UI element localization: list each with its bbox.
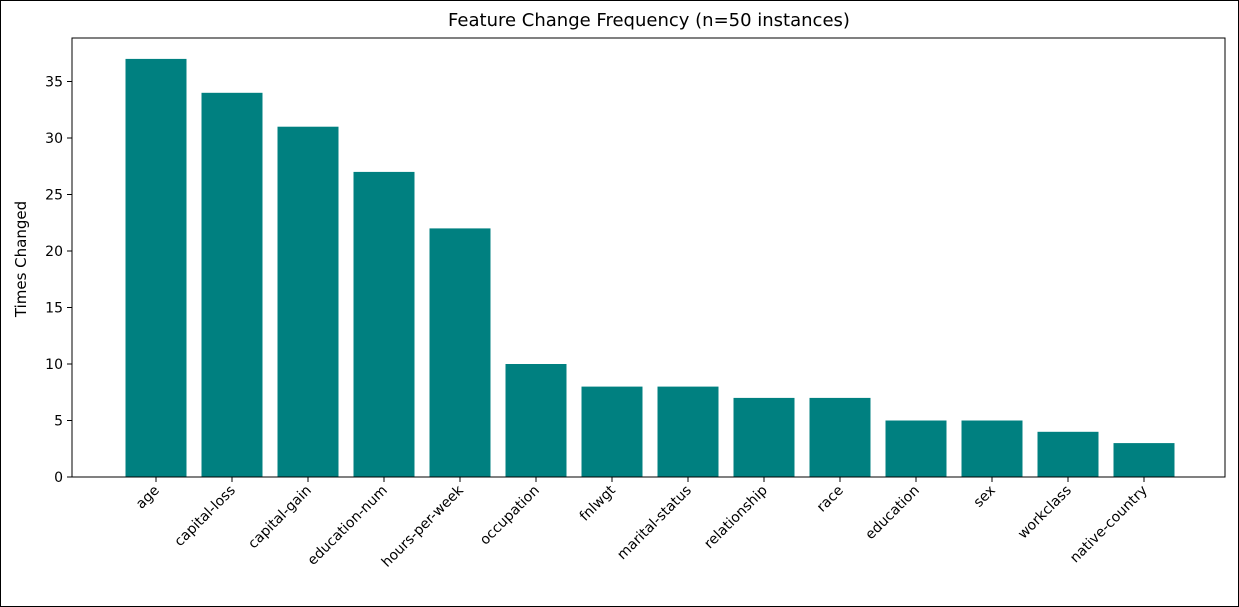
x-tick-label-sex: sex xyxy=(971,483,999,511)
y-tick-label: 5 xyxy=(54,414,63,430)
x-tick-label-education: education xyxy=(862,483,922,543)
y-tick-label: 20 xyxy=(45,244,63,260)
x-tick-label-education-num: education-num xyxy=(305,483,391,569)
bar-race xyxy=(809,397,871,477)
x-tick-label-workclass: workclass xyxy=(1015,483,1075,543)
x-tick-label-hours-per-week: hours-per-week xyxy=(379,482,468,571)
bar-age xyxy=(125,58,187,478)
y-tick-label: 15 xyxy=(45,301,63,317)
x-tick-label-capital-loss: capital-loss xyxy=(172,483,239,550)
bar-capital-loss xyxy=(201,92,263,477)
y-tick-label: 25 xyxy=(45,188,63,204)
y-tick-label: 35 xyxy=(45,75,63,91)
bar-relationship xyxy=(733,397,795,477)
bar-hours-per-week xyxy=(429,228,491,477)
y-axis-ticks: 0 5 10 15 20 25 30 35 xyxy=(45,75,72,486)
bars xyxy=(125,58,1175,478)
bar-sex xyxy=(961,420,1023,477)
x-tick-label-fnlwgt: fnlwgt xyxy=(577,482,619,524)
x-tick-label-relationship: relationship xyxy=(701,482,771,552)
bar-capital-gain xyxy=(277,126,339,478)
y-tick-label: 0 xyxy=(54,470,63,486)
bar-education-num xyxy=(353,171,415,477)
x-tick-label-race: race xyxy=(814,483,847,516)
y-tick-label: 10 xyxy=(45,357,63,373)
bar-native-country xyxy=(1113,443,1175,477)
bar-occupation xyxy=(505,364,567,477)
bar-education xyxy=(885,420,947,477)
plot-area-frame xyxy=(71,37,1226,478)
bar-marital-status xyxy=(657,386,719,477)
bar-fnlwgt xyxy=(581,386,643,477)
bar-workclass xyxy=(1037,431,1099,477)
x-tick-label-age: age xyxy=(133,483,163,513)
x-tick-label-native-country: native-country xyxy=(1067,483,1151,567)
chart-title: Feature Change Frequency (n=50 instances… xyxy=(448,10,850,31)
y-axis-label: Times Changed xyxy=(12,201,30,318)
x-tick-label-capital-gain: capital-gain xyxy=(245,483,315,553)
y-tick-label: 30 xyxy=(45,131,63,147)
x-tick-label-marital-status: marital-status xyxy=(614,483,695,564)
x-tick-label-occupation: occupation xyxy=(477,483,543,549)
x-axis-ticks: age capital-loss capital-gaineducation-num… xyxy=(133,477,1151,571)
